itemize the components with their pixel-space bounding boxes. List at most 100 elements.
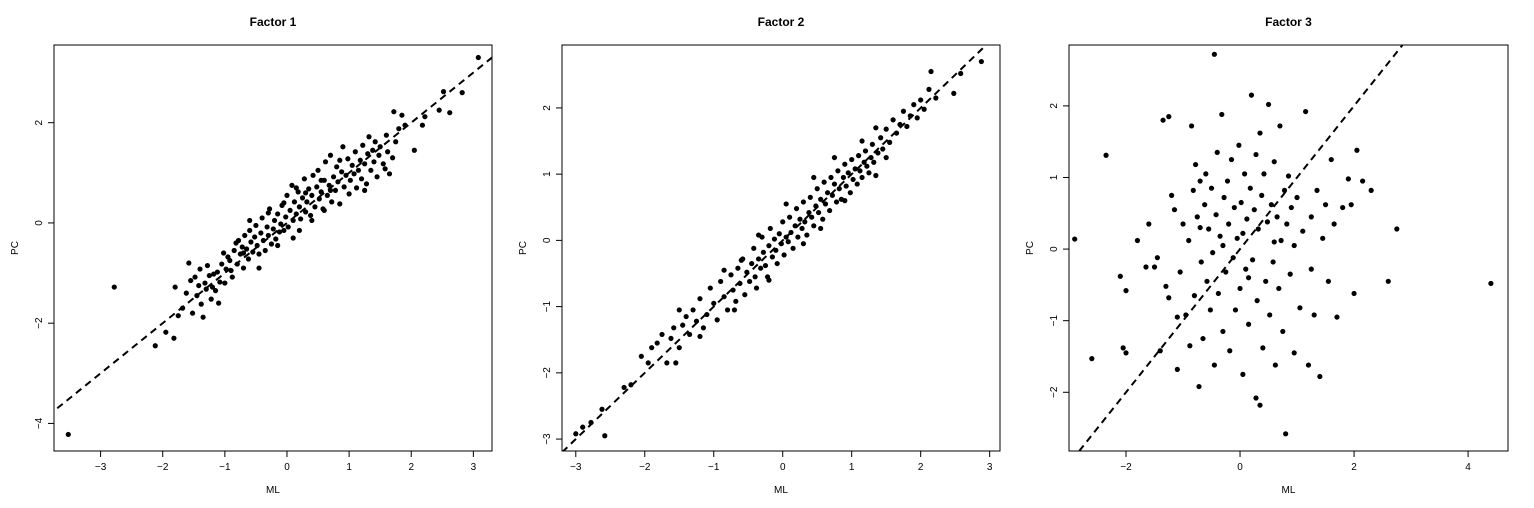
- x-tick-label: 3: [471, 462, 477, 473]
- data-point: [671, 325, 677, 331]
- x-tick-label: −1: [219, 462, 231, 473]
- data-point: [824, 190, 831, 196]
- data-point: [1314, 187, 1320, 193]
- data-point: [188, 277, 194, 284]
- data-point: [1180, 221, 1186, 227]
- x-tick-label: −3: [95, 462, 107, 473]
- data-point: [1247, 185, 1253, 191]
- x-tick-label: −2: [639, 462, 651, 473]
- data-point: [697, 333, 703, 340]
- data-point: [192, 274, 198, 280]
- data-point: [358, 176, 365, 182]
- data-point: [303, 209, 309, 215]
- data-point: [769, 254, 775, 260]
- data-point: [365, 151, 371, 157]
- x-axis-label: ML: [1282, 485, 1296, 496]
- data-point: [1171, 207, 1178, 213]
- data-point: [831, 181, 838, 187]
- data-point: [807, 194, 813, 200]
- data-point: [1194, 214, 1200, 220]
- data-point: [654, 340, 660, 346]
- data-point: [327, 187, 334, 193]
- data-point: [221, 250, 227, 256]
- data-point: [343, 172, 349, 178]
- data-point: [196, 282, 202, 289]
- data-point: [1284, 221, 1290, 227]
- y-axis-label: PC: [10, 241, 21, 255]
- data-point: [921, 106, 927, 112]
- panel-factor-1: Factor 1 ML PC −3 −2 −1 0 1 2 3 −4 −2 0 2: [10, 15, 493, 496]
- data-point: [958, 70, 964, 77]
- data-point: [573, 431, 579, 437]
- data-point: [266, 206, 273, 212]
- data-point: [163, 329, 169, 335]
- data-point: [362, 161, 368, 167]
- data-point: [800, 199, 807, 205]
- data-point: [1072, 236, 1078, 242]
- data-point: [293, 185, 299, 191]
- data-point: [1232, 307, 1239, 313]
- data-point: [172, 284, 178, 290]
- data-point: [752, 274, 758, 280]
- data-point: [1221, 194, 1227, 201]
- data-point: [1166, 114, 1172, 120]
- data-point: [1257, 130, 1263, 136]
- x-tick-label: −3: [570, 462, 582, 473]
- data-point: [1231, 204, 1237, 211]
- data-point: [831, 154, 838, 161]
- data-point: [1291, 242, 1297, 249]
- x-tick-label: 1: [346, 462, 352, 473]
- data-point: [1264, 219, 1271, 225]
- data-point: [829, 192, 835, 198]
- data-point: [217, 279, 223, 285]
- data-point: [189, 310, 196, 316]
- y-tick-label: −1: [542, 300, 553, 312]
- data-point: [65, 431, 71, 438]
- data-point: [1187, 343, 1193, 349]
- data-point: [1211, 51, 1217, 57]
- data-point: [1245, 321, 1252, 327]
- data-point: [737, 280, 743, 287]
- data-point: [704, 311, 710, 318]
- data-point: [1191, 293, 1198, 299]
- data-point: [1243, 266, 1249, 272]
- data-point: [1196, 383, 1202, 390]
- data-point: [1261, 171, 1267, 177]
- data-point: [1305, 362, 1312, 368]
- data-point: [202, 280, 208, 286]
- y-tick-label: −2: [1049, 386, 1060, 398]
- data-point: [275, 211, 281, 217]
- data-point: [1223, 269, 1229, 275]
- data-point: [1308, 266, 1314, 272]
- data-point: [1219, 111, 1225, 118]
- data-point: [327, 152, 334, 158]
- data-point: [1253, 151, 1259, 158]
- data-point: [842, 161, 848, 167]
- data-point: [842, 198, 848, 204]
- data-point: [171, 335, 177, 341]
- data-point: [868, 154, 874, 161]
- data-point: [1368, 187, 1374, 193]
- data-point: [762, 262, 769, 269]
- data-point: [1183, 312, 1189, 318]
- data-point: [628, 382, 634, 388]
- data-point: [1143, 264, 1149, 270]
- data-point: [1208, 185, 1215, 191]
- data-point: [1285, 173, 1292, 179]
- data-point: [714, 317, 720, 323]
- data-point: [875, 150, 881, 156]
- data-point: [352, 149, 358, 155]
- data-point: [306, 186, 312, 192]
- data-point: [1174, 366, 1180, 372]
- data-point: [245, 256, 252, 262]
- data-point: [1351, 290, 1357, 297]
- data-point: [337, 157, 343, 163]
- data-point: [258, 230, 264, 236]
- data-point: [250, 249, 256, 255]
- y-tick-label: 0: [34, 220, 45, 226]
- data-point: [411, 147, 417, 153]
- data-point: [214, 269, 220, 275]
- y-tick-label: 0: [542, 237, 553, 243]
- data-point: [341, 184, 347, 190]
